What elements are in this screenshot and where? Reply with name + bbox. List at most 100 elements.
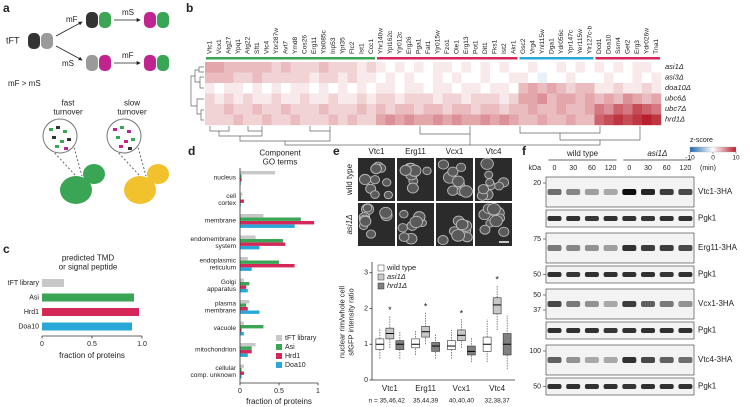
n-label: 32,38,37 [484, 398, 510, 405]
band [603, 216, 618, 221]
zoom-line [51, 149, 77, 177]
cluster-bar [595, 57, 660, 60]
heat-cell [414, 114, 424, 126]
heat-cell [309, 83, 320, 94]
bar [240, 257, 248, 261]
cell [406, 182, 419, 194]
bar [240, 235, 256, 239]
band [584, 216, 599, 221]
panel-label: d [188, 144, 195, 158]
heat-cell [537, 93, 548, 105]
column-label: Ist1 [359, 43, 366, 54]
column-label: Ylr127c-b [587, 25, 594, 54]
heat-cell [623, 104, 633, 115]
heat-cell [433, 114, 443, 126]
heat-cell [604, 62, 614, 73]
text-line: GO terms [263, 158, 298, 167]
heat-cell [499, 72, 510, 84]
band [547, 328, 562, 333]
heat-cell [243, 93, 253, 105]
column-label: Ydr026w [644, 28, 651, 54]
heat-cell [214, 114, 225, 126]
column-label: Doa10 [606, 34, 613, 54]
heat-cell [205, 93, 215, 105]
heat-cell [423, 93, 434, 105]
band [659, 301, 674, 307]
heat-cell [480, 62, 491, 73]
bar [240, 178, 242, 182]
arrow [55, 21, 83, 37]
heat-cell [452, 62, 462, 73]
column-label: Sft1 [254, 42, 261, 54]
blot-label: Erg11-3HA [698, 243, 738, 252]
text-line: comp. unknown [190, 372, 236, 379]
heat-cell [575, 93, 586, 105]
heat-cell [205, 104, 215, 115]
column-label: Cos26 [302, 35, 309, 54]
category-label: vacuole [214, 325, 237, 332]
cell [370, 190, 380, 199]
x-tick-label: 1.0 [137, 341, 147, 348]
column-label: Pga1 [416, 38, 423, 54]
category-label: tFT library [8, 280, 40, 287]
band [678, 272, 693, 277]
heat-cell [262, 93, 272, 105]
band [622, 216, 637, 221]
category-label: Golgi apparatus [207, 278, 237, 292]
bar [240, 199, 244, 203]
box [395, 340, 405, 350]
heat-cell [205, 114, 215, 126]
heat-cell [376, 104, 386, 115]
heat-cell [623, 93, 633, 105]
fluorophore [99, 55, 111, 71]
band [622, 301, 637, 307]
bar [42, 322, 132, 331]
heat-cell [300, 114, 310, 126]
heat-cell [252, 104, 263, 115]
heat-cell [423, 83, 434, 94]
heat-cell [309, 104, 320, 115]
text-line: slow [124, 99, 140, 108]
box [447, 340, 456, 350]
heat-cell [490, 114, 500, 126]
band [547, 272, 562, 277]
category-label: Asi [29, 294, 39, 301]
magnifier [106, 118, 142, 154]
heat-cell [281, 83, 291, 94]
heat-cell [224, 62, 234, 73]
heat-cell [518, 83, 529, 94]
fluorophore [144, 55, 156, 71]
row-label: doa10Δ [665, 83, 691, 92]
heat-cell [233, 93, 244, 105]
legend-label: wild type [386, 263, 416, 272]
heat-cell [252, 72, 263, 84]
cluster-bar [377, 57, 518, 60]
column-label: Erg26 [406, 36, 413, 54]
bar [240, 364, 244, 368]
heat-cell [594, 62, 605, 73]
kda-marker: 37 [533, 307, 541, 314]
heat-cell [357, 104, 367, 115]
inequality: mF > mS [8, 79, 41, 88]
heat-cell [651, 72, 662, 84]
kda-marker: 75 [533, 236, 541, 243]
heat-cell [224, 72, 234, 84]
column-label: Ybr287w [273, 28, 280, 54]
heat-cell [271, 62, 282, 73]
cell [484, 170, 494, 179]
heat-cell [271, 104, 282, 115]
heat-cell [281, 114, 291, 126]
heat-cell [290, 104, 301, 115]
heat-cell [300, 72, 310, 84]
column-label: Gsc2 [520, 38, 527, 54]
heat-cell [585, 114, 595, 126]
heat-cell [632, 83, 643, 94]
heat-cell [433, 72, 443, 84]
heat-cell [328, 114, 339, 126]
heat-cell [271, 83, 282, 94]
column-label: Vcx1 [446, 147, 464, 156]
heat-cell [537, 72, 548, 84]
heat-cell [442, 83, 453, 94]
column-label: Yhr140w [378, 28, 385, 54]
heat-cell [528, 72, 538, 84]
